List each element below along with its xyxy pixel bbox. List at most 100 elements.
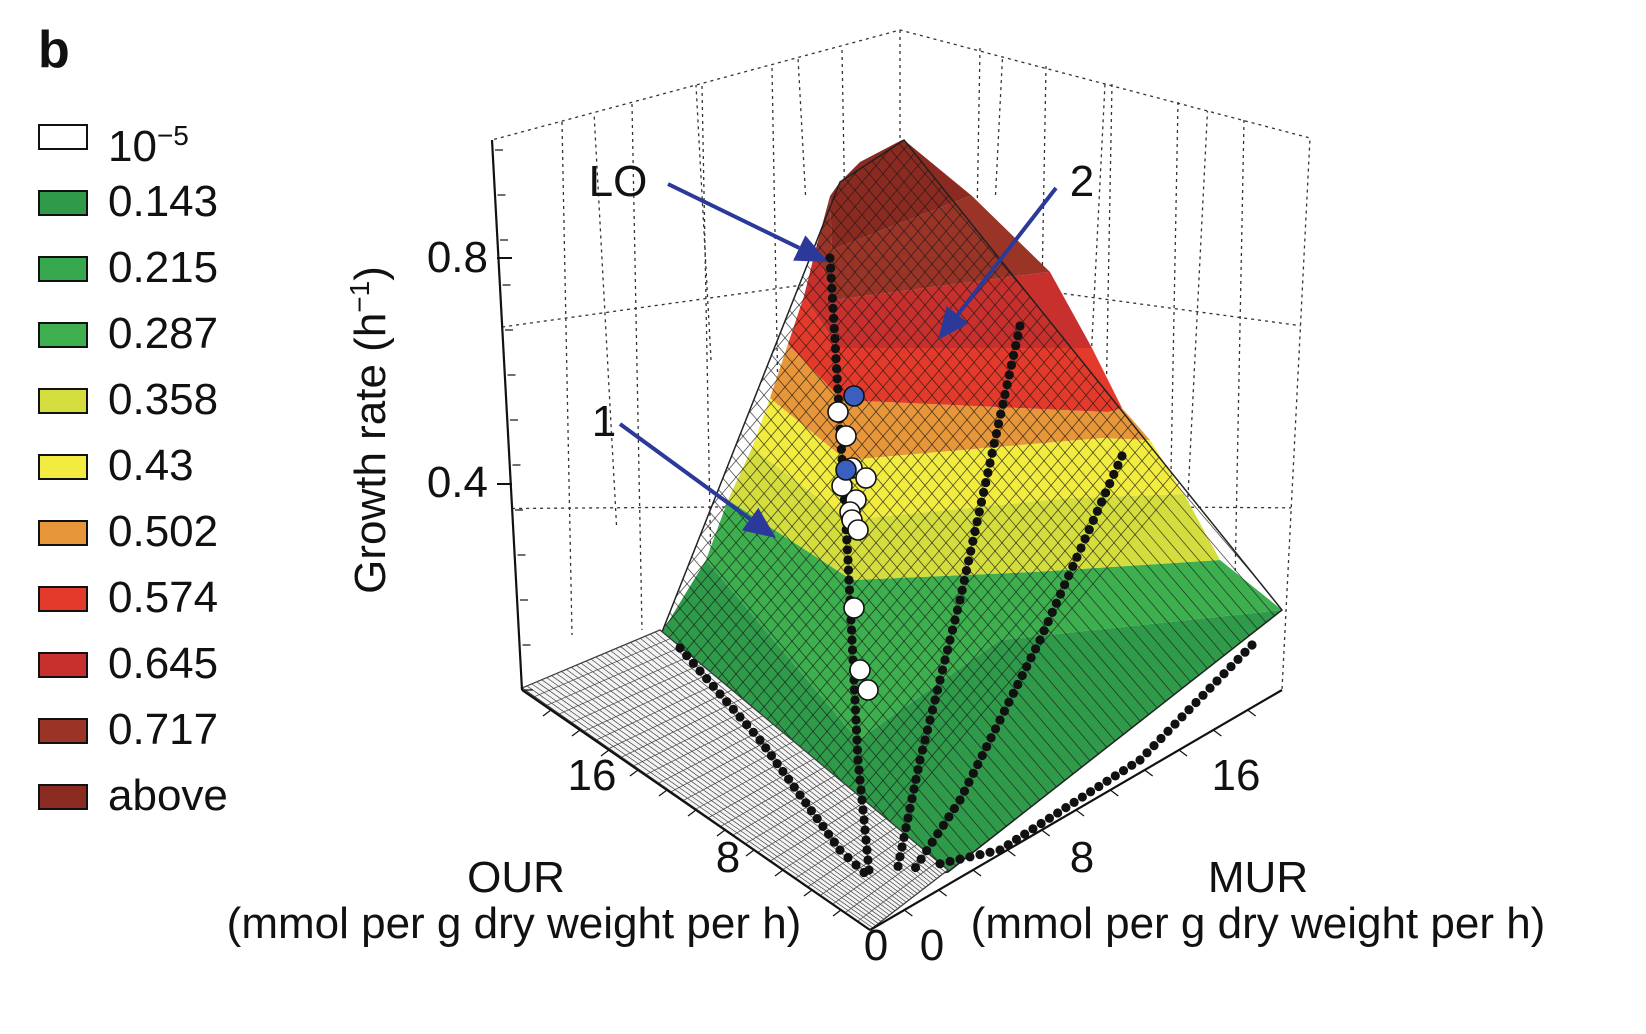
trajectory-dot	[1068, 561, 1078, 572]
mesh-line	[662, 140, 1003, 884]
trajectory-dot	[942, 645, 953, 655]
legend-label: 0.143	[108, 177, 219, 226]
mesh-line	[0, 100, 176, 920]
mesh-line	[662, 140, 765, 884]
mur-minor-tick	[1041, 829, 1051, 837]
trajectory-dot	[1117, 451, 1127, 461]
trajectory-dot	[966, 546, 976, 556]
trajectory-dot	[995, 845, 1005, 855]
mesh-line	[0, 100, 498, 920]
trajectory-dot	[911, 774, 921, 784]
trajectory-dot	[986, 733, 996, 743]
mesh-line	[0, 100, 470, 920]
trajectory-dot	[1240, 647, 1250, 657]
floor-gridline	[620, 646, 926, 888]
legend-swatch	[38, 190, 88, 216]
floor-gridline	[595, 656, 912, 899]
floor-gridline	[640, 638, 938, 879]
trajectory-dot	[905, 803, 915, 813]
legend-swatch	[38, 454, 88, 480]
mesh-line	[0, 100, 8, 920]
trajectory-dot	[1212, 676, 1222, 686]
our-tick-8: 8	[716, 833, 740, 882]
trajectory-dot	[859, 815, 869, 825]
mesh-line	[0, 100, 232, 920]
mesh-line	[0, 100, 540, 920]
mesh-line	[662, 140, 667, 884]
wall-gridline	[797, 57, 807, 196]
trajectory-dot	[863, 855, 873, 865]
trajectory-dot	[947, 625, 958, 635]
trajectory-dot	[675, 643, 685, 653]
mesh-line	[0, 100, 358, 920]
trajectory-dot	[1020, 829, 1030, 839]
trajectory-dot	[853, 755, 863, 765]
floor-gridline	[820, 835, 908, 896]
trajectory-dot	[1088, 515, 1098, 526]
mesh-line	[0, 100, 330, 920]
marker-white	[849, 659, 871, 681]
mur-minor-tick	[1075, 809, 1085, 817]
trajectory-dot	[715, 689, 725, 699]
mur-minor-tick	[972, 869, 982, 877]
wall-gridline	[1185, 110, 1209, 526]
floor-gridline	[659, 629, 949, 871]
trajectory-dot	[1118, 765, 1129, 776]
our-minor-tick	[658, 789, 668, 797]
mesh-line	[0, 100, 22, 920]
trajectory-dot	[858, 805, 868, 815]
mur-minor-tick	[938, 889, 948, 897]
our-minor-tick	[600, 749, 610, 757]
trajectory-dot	[1177, 712, 1187, 722]
mesh-line	[0, 100, 162, 920]
trajectory-dot	[915, 755, 925, 765]
mesh-line	[0, 100, 372, 920]
trajectory-dot	[985, 847, 995, 857]
trajectory-dot	[829, 313, 839, 323]
trajectory-dot	[964, 777, 974, 787]
trajectory-dot	[1022, 662, 1032, 672]
trajectory-dot	[778, 766, 788, 777]
trajectory-dot	[708, 681, 718, 691]
mesh-line	[0, 100, 512, 920]
z-axis-title: Growth rate (h−1)	[344, 266, 395, 594]
trajectory-dot	[989, 438, 999, 449]
trajectory-dot	[922, 846, 932, 856]
marker-blue	[835, 459, 857, 481]
trajectory-dot	[933, 829, 943, 839]
trajectory-dot	[1084, 525, 1094, 535]
trajectory-dot	[831, 354, 841, 364]
trajectory-dot	[1102, 776, 1112, 786]
trajectory-dot	[965, 852, 975, 862]
trajectory-dot	[1044, 813, 1055, 823]
arrow-head	[938, 306, 969, 340]
mesh-line	[805, 140, 1282, 884]
legend-label: 0.287	[108, 309, 219, 358]
mesh-line	[0, 100, 246, 920]
floor-gridline	[757, 792, 856, 853]
trajectory-dot	[860, 825, 870, 835]
mesh-line	[662, 140, 751, 884]
trajectory-dot	[1035, 635, 1045, 645]
trajectory-dot	[843, 565, 854, 575]
marker-white	[855, 467, 877, 489]
trajectory-dot	[1008, 350, 1019, 360]
trajectory-dot	[847, 645, 858, 655]
trajectory-dot	[735, 712, 745, 722]
mur-minor-tick	[1212, 729, 1222, 737]
trajectory-dot	[1094, 781, 1104, 792]
trajectory-dot	[910, 862, 921, 873]
mesh-line	[833, 140, 1282, 884]
trajectory-dot	[850, 705, 861, 715]
trajectory-dot	[959, 575, 969, 586]
trajectory-dot	[925, 715, 935, 725]
wall-gridline	[701, 85, 713, 626]
mesh-line	[0, 100, 190, 920]
trajectory-dot	[968, 768, 978, 778]
mesh-line	[1296, 100, 1646, 920]
trajectory-dot	[1006, 360, 1017, 370]
trajectory-dot	[827, 283, 837, 293]
mesh-line	[0, 100, 344, 920]
trajectory-dot	[959, 786, 970, 796]
floor-gridline	[600, 654, 915, 896]
